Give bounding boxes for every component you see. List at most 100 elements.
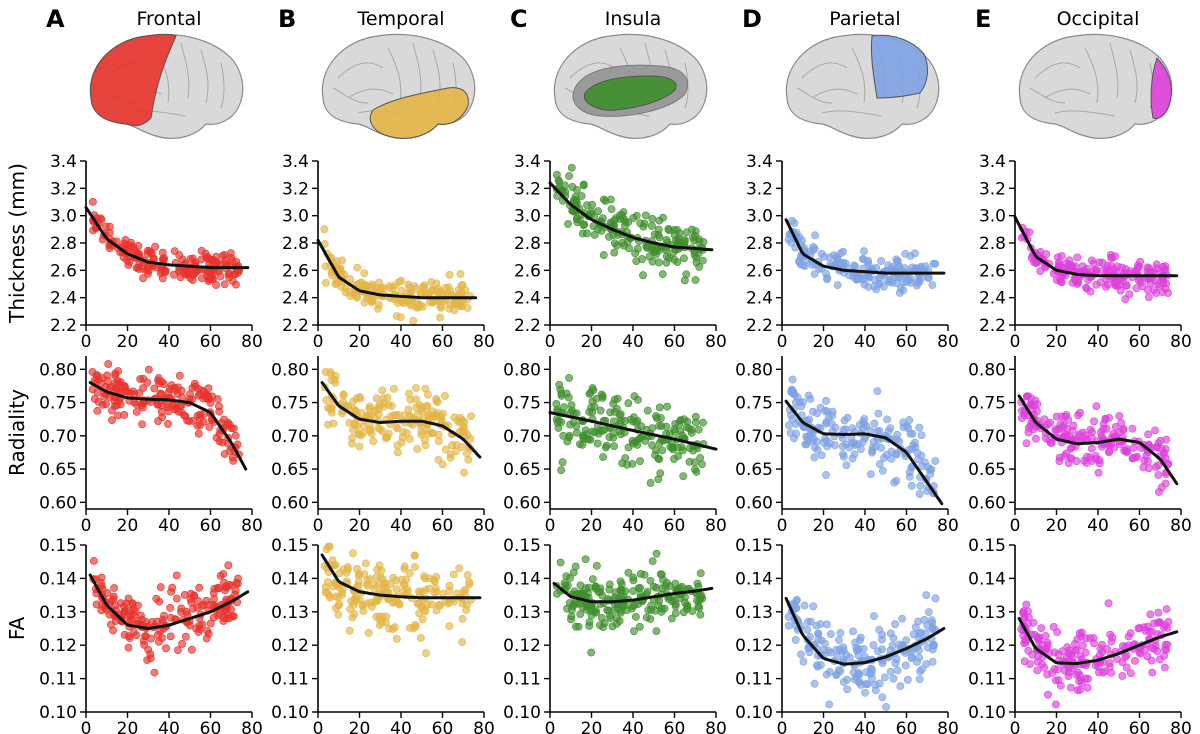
y-tick-label: 0.13	[271, 603, 309, 623]
data-point	[416, 633, 425, 642]
y-tick-label: 2.4	[514, 289, 541, 309]
data-point	[395, 600, 404, 609]
x-tick-label: 40	[854, 332, 876, 352]
data-point	[610, 239, 619, 248]
data-point	[607, 205, 616, 214]
data-point	[1144, 293, 1153, 302]
y-tick-label: 2.2	[746, 316, 773, 336]
data-point	[681, 593, 689, 601]
data-point	[458, 599, 467, 608]
data-point	[94, 397, 103, 406]
data-point	[101, 222, 110, 231]
data-point	[458, 614, 467, 623]
data-point	[633, 396, 642, 404]
data-point	[870, 419, 879, 428]
y-tick-label: 0.14	[968, 569, 1006, 589]
plot-e-thickness: 0 20 40 60 80 2.2 2.4 2.6 2.8 3.0 3.2 3.4	[979, 152, 1192, 352]
data-point	[1083, 452, 1091, 461]
data-point	[874, 409, 883, 418]
data-point	[922, 660, 931, 668]
data-point	[1078, 641, 1087, 650]
data-point	[1154, 280, 1163, 289]
scatter-points	[552, 163, 708, 285]
data-point	[154, 374, 163, 382]
data-point	[635, 622, 644, 631]
data-point	[421, 384, 430, 393]
data-point	[144, 645, 153, 654]
data-point	[857, 275, 866, 284]
data-point	[875, 460, 884, 469]
data-point	[170, 247, 179, 256]
y-tick-label: 0.15	[271, 536, 309, 556]
x-tick-label: 80	[705, 332, 727, 352]
data-point	[212, 281, 220, 289]
x-tick-label: 0	[545, 719, 556, 734]
data-point	[810, 244, 819, 253]
x-tick-label: 0	[81, 516, 92, 536]
fit-curve	[320, 381, 482, 459]
data-point	[1087, 256, 1096, 265]
y-tick-label: 0.60	[503, 493, 541, 513]
x-tick-label: 60	[1129, 332, 1151, 352]
data-point	[1148, 668, 1157, 677]
data-point	[458, 281, 467, 289]
data-point	[643, 406, 652, 415]
x-tick-label: 20	[349, 719, 371, 734]
data-point	[404, 405, 413, 414]
data-point	[838, 442, 847, 451]
data-point	[1031, 396, 1040, 405]
data-point	[125, 632, 133, 641]
data-point	[678, 431, 687, 440]
data-point	[415, 587, 423, 596]
data-point	[931, 457, 940, 465]
data-point	[618, 459, 627, 468]
x-tick-label: 40	[622, 516, 644, 536]
data-point	[1152, 260, 1161, 269]
y-tick-label: 0.80	[271, 360, 309, 380]
data-point	[582, 430, 591, 439]
y-tick-label: 3.2	[979, 179, 1006, 199]
y-tick-label: 0.13	[39, 603, 77, 623]
data-point	[663, 402, 672, 411]
data-point	[573, 214, 582, 223]
data-point	[1092, 280, 1101, 289]
data-point	[449, 570, 458, 579]
data-point	[883, 415, 891, 424]
x-tick-label: 20	[581, 719, 603, 734]
data-point	[461, 585, 470, 594]
data-point	[676, 584, 684, 592]
data-point	[88, 385, 97, 394]
x-tick-label: 40	[1087, 332, 1109, 352]
data-point	[833, 653, 841, 662]
data-point	[132, 631, 141, 640]
y-tick-label: 0.70	[735, 427, 773, 447]
fit-curve	[320, 553, 482, 600]
data-point	[335, 569, 344, 578]
data-point	[132, 407, 141, 416]
y-tick-label: 0.65	[503, 460, 541, 480]
data-point	[441, 283, 450, 292]
data-point	[342, 568, 351, 577]
data-point	[880, 673, 889, 682]
data-point	[355, 442, 364, 451]
data-point	[863, 258, 872, 267]
data-point	[1115, 440, 1124, 448]
data-point	[810, 679, 819, 688]
plot-a-thickness: 0 20 40 60 80 2.2 2.4 2.6 2.8 3.0 3.2 3.4	[50, 152, 263, 352]
y-tick-label: 2.4	[50, 289, 77, 309]
panel-header-c: C Insula	[510, 5, 661, 33]
data-point	[792, 429, 801, 438]
row-label-radiality: Radiality	[5, 389, 29, 476]
data-point	[673, 258, 682, 266]
data-point	[143, 249, 152, 258]
data-point	[878, 645, 886, 654]
data-point	[375, 300, 383, 309]
data-point	[351, 595, 359, 603]
data-point	[599, 251, 608, 259]
data-point	[181, 632, 190, 641]
data-point	[355, 430, 364, 439]
data-point	[596, 584, 605, 593]
data-point	[629, 587, 638, 595]
data-point	[1147, 627, 1156, 636]
data-point	[655, 439, 664, 447]
